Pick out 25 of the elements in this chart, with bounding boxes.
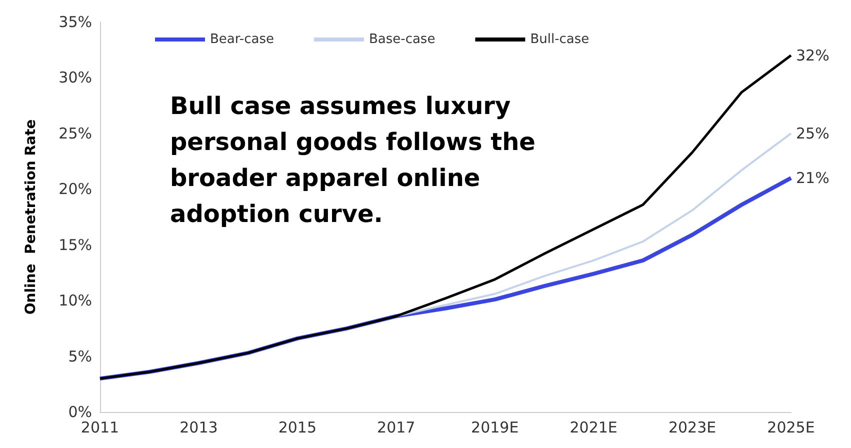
y-tick-label: 5%	[68, 347, 92, 366]
legend-label: Bull-case	[530, 32, 590, 47]
x-tick-label: 2021E	[570, 418, 618, 436]
y-tick-label: 35%	[58, 13, 92, 31]
x-tick-label: 2025E	[767, 418, 815, 436]
line-series	[98, 54, 792, 380]
y-tick-label: 15%	[58, 236, 92, 254]
y-tick-label: 20%	[58, 180, 92, 198]
x-tick-label: 2023E	[668, 418, 716, 436]
y-tick-label: 10%	[58, 292, 92, 310]
legend-label: Base-case	[368, 32, 436, 47]
y-tick-label: 25%	[58, 124, 92, 142]
x-tick-label: 2017	[377, 418, 416, 436]
x-tick-label: 2013	[180, 418, 218, 436]
annotation: Bull case assumes luxury personal goods follows the broader apparel online adoption curve.	[170, 92, 544, 228]
data-label: 25%	[796, 124, 830, 142]
y-tick-label: 30%	[58, 68, 92, 87]
legend-label: Bear-case	[210, 32, 274, 47]
x-tick-label: 2019E	[471, 418, 519, 436]
x-tick-label: 2011	[80, 418, 120, 436]
x-tick-label: 2015	[278, 418, 317, 436]
y-tick-label: 0%	[68, 403, 92, 421]
data-label: 21%	[796, 169, 830, 187]
data-label: 32%	[796, 46, 830, 64]
y-axis-title: Online Penetration Rate	[23, 119, 39, 315]
